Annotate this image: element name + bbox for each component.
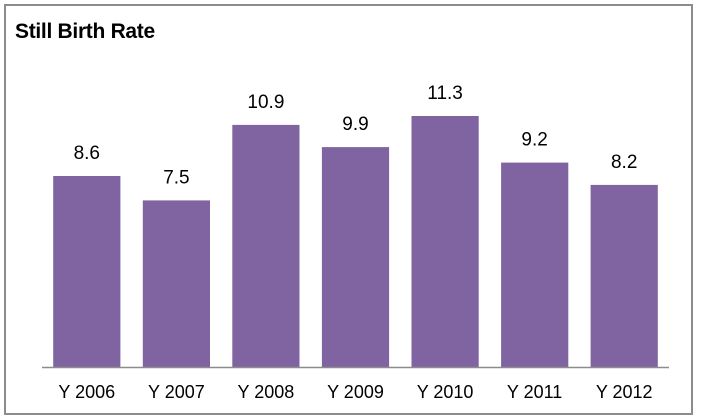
category-label: Y 2011 [507, 382, 562, 402]
category-labels-group: Y 2006 Y 2007 Y 2008 Y 2009 Y 2010 Y 2011 Y 20… [58, 382, 652, 402]
bars-group [53, 116, 658, 368]
bar-y-2008 [232, 124, 300, 368]
data-label: 10.9 [247, 92, 284, 113]
data-label: 9.2 [521, 130, 547, 151]
bar-y-2011 [501, 162, 569, 367]
category-label: Y 2012 [596, 382, 653, 402]
data-labels-group: 8.6 7.5 10.9 9.9 11.3 9.2 8.2 [74, 83, 638, 188]
category-label: Y 2007 [148, 382, 205, 402]
bar-y-2009 [321, 147, 390, 367]
bar-y-2007 [142, 200, 210, 367]
category-label: Y 2009 [327, 382, 384, 402]
data-label: 11.3 [427, 83, 463, 104]
bar-y-2010 [411, 116, 479, 367]
bar-y-2006 [53, 176, 121, 367]
chart-title: Still Birth Rate [15, 20, 155, 43]
category-label: Y 2010 [417, 382, 474, 402]
category-label: Y 2006 [58, 382, 115, 402]
data-label: 7.5 [163, 167, 189, 188]
data-label: 9.9 [342, 114, 368, 135]
data-label: 8.6 [74, 143, 100, 164]
data-label: 8.2 [611, 152, 637, 173]
category-label: Y 2008 [238, 382, 295, 402]
bar-y-2012 [590, 184, 658, 367]
